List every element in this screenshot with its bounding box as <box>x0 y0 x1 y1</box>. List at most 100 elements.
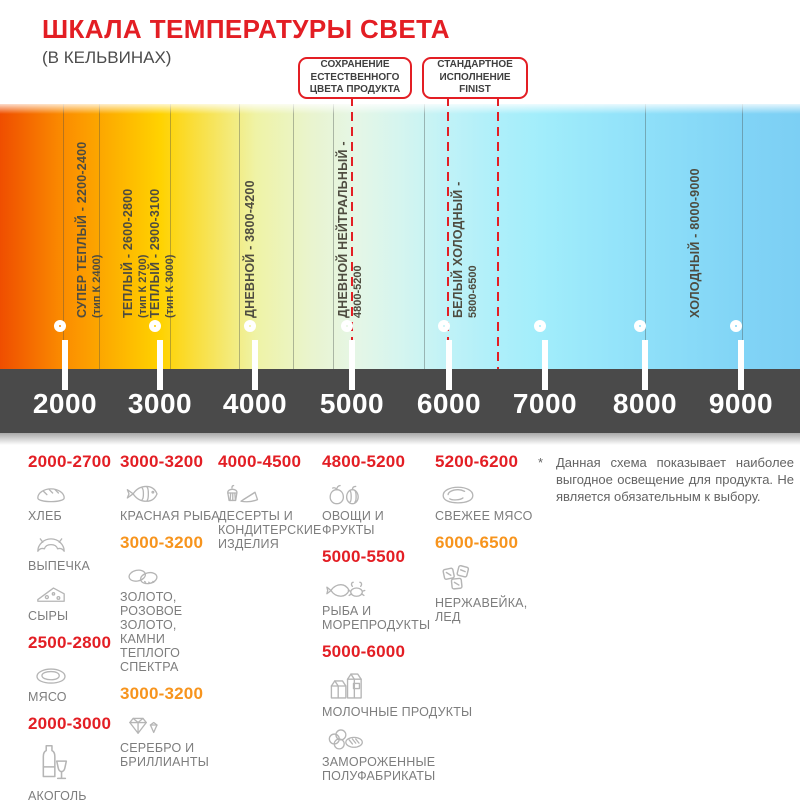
scale-marker-2000 <box>54 320 76 390</box>
zone-label-warm-2700: ТЕПЛЫЙ - 2600-2800 (тип К 2700) <box>121 188 149 318</box>
product-item: ВЫПЕЧКА <box>28 529 120 573</box>
diamonds-icon <box>129 717 158 734</box>
marker-ring <box>244 320 256 332</box>
axis-tick-9000: 9000 <box>708 388 774 419</box>
desserts-icon <box>227 484 259 503</box>
marker-ring <box>534 320 546 332</box>
zone-divider <box>742 104 743 369</box>
marker-stem <box>738 340 744 390</box>
scale-marker-7000 <box>534 320 556 390</box>
product-section: 2500-2800 МЯСО <box>28 633 120 704</box>
product-section: 5000-6000 МОЛОЧНЫЕ ПРОДУКТЫ ЗАМОРОЖЕННЫЕ… <box>322 642 472 783</box>
product-section: 3000-3200 КРАСНАЯ РЫБА <box>120 452 220 523</box>
marker-ring <box>634 320 646 332</box>
callout-natural-color: СОХРАНЕНИЕ ЕСТЕСТВЕННОГО ЦВЕТА ПРОДУКТА <box>298 57 412 99</box>
range-heading: 3000-3200 <box>120 452 204 471</box>
product-item: ХЛЕБ <box>28 479 120 523</box>
zone-divider <box>239 104 240 369</box>
range-heading: 4800-5200 <box>322 452 406 471</box>
product-section: 5000-5500 РЫБА И МОРЕПРОДУКТЫ <box>322 547 434 632</box>
axis-tick-7000: 7000 <box>512 388 578 419</box>
callout-standard-finist: СТАНДАРТНОЕ ИСПОЛНЕНИЕ FINIST <box>422 57 528 99</box>
zone-divider <box>63 104 64 369</box>
marker-stem <box>252 340 258 390</box>
zone-divider <box>645 104 646 369</box>
product-item: НЕРЖАВЕЙКА, ЛЕД <box>435 560 535 624</box>
footnote-asterisk: * <box>538 455 544 470</box>
range-heading: 5000-6000 <box>322 642 406 661</box>
product-column-5: 5200-6200 СВЕЖЕЕ МЯСО 6000-6500 НЕРЖАВЕЙ… <box>435 452 535 634</box>
range-heading: 2000-3000 <box>28 714 112 733</box>
page-subtitle: (В КЕЛЬВИНАХ) <box>42 48 172 67</box>
dashed-line-finist-right <box>497 97 499 369</box>
scale-marker-5000 <box>341 320 363 390</box>
range-heading: 5000-5500 <box>322 547 406 566</box>
axis-tick-3000: 3000 <box>127 388 193 419</box>
product-item: РЫБА И МОРЕПРОДУКТЫ <box>322 574 434 632</box>
range-heading: 2500-2800 <box>28 633 112 652</box>
product-section: 3000-3200 ЗОЛОТО, РОЗОВОЕ ЗОЛОТО, КАМНИ … <box>120 533 220 674</box>
axis-tick-4000: 4000 <box>222 388 288 419</box>
range-heading: 3000-3200 <box>120 684 204 703</box>
product-item: СВЕЖЕЕ МЯСО <box>435 479 535 523</box>
vegetables-fruits-icon <box>329 484 359 505</box>
alcohol-bottle-icon <box>42 745 68 780</box>
scale-marker-6000 <box>438 320 460 390</box>
dairy-cartons-icon <box>330 673 362 699</box>
scale-marker-3000 <box>149 320 171 390</box>
product-item: ДЕСЕРТЫ И КОНДИТЕРСКИЕ ИЗДЕЛИЯ <box>218 479 323 551</box>
bread-icon <box>37 488 65 503</box>
marker-ring <box>730 320 742 332</box>
marker-ring <box>149 320 161 332</box>
product-section: 2000-3000 АКОГОЛЬ <box>28 714 120 800</box>
zone-divider <box>333 104 334 369</box>
zone-divider <box>99 104 100 369</box>
fresh-meat-icon <box>442 486 474 504</box>
axis-tick-2000: 2000 <box>32 388 98 419</box>
axis-tick-6000: 6000 <box>416 388 482 419</box>
frozen-food-icon <box>328 729 363 750</box>
kelvin-gradient-band <box>0 104 800 369</box>
marker-stem <box>642 340 648 390</box>
product-column-4: 4800-5200 ОВОЩИ И ФРУКТЫ 5000-5500 <box>322 452 472 793</box>
product-section: 5200-6200 СВЕЖЕЕ МЯСО <box>435 452 535 523</box>
product-item: СЕРЕБРО И БРИЛЛИАНТЫ <box>120 711 220 769</box>
range-heading: 5200-6200 <box>435 452 519 471</box>
product-item: АКОГОЛЬ <box>28 741 120 800</box>
zone-label-warm-3000: ТЕПЛЫЙ - 2900-3100 (тип К 3000) <box>148 188 176 318</box>
page-title: ШКАЛА ТЕМПЕРАТУРЫ СВЕТА <box>42 14 450 44</box>
croissant-icon <box>37 538 65 552</box>
product-item: ЗАМОРОЖЕННЫЕ ПОЛУФАБРИКАТЫ <box>322 725 435 783</box>
zone-label-daylight: ДНЕВНОЙ - 3800-4200 <box>243 180 257 318</box>
marker-stem <box>349 340 355 390</box>
product-column-1: 2000-2700 ХЛЕБ ВЫПЕЧКА <box>28 452 120 800</box>
zone-divider <box>170 104 171 369</box>
footnote-text: Данная схема показывает наиболее выгодно… <box>556 455 794 504</box>
marker-ring <box>438 320 450 332</box>
product-item: ОВОЩИ И ФРУКТЫ <box>322 479 434 537</box>
axis-fade-strip <box>0 433 800 445</box>
fish-icon <box>126 485 158 502</box>
range-heading: 2000-2700 <box>28 452 112 471</box>
product-section: 4000-4500 ДЕСЕРТЫ И КОНДИТЕРСКИЕ ИЗДЕЛИЯ <box>218 452 323 551</box>
zone-label-white-cold: БЕЛЫЙ ХОЛОДНЫЙ - 5800-6500 <box>451 181 479 318</box>
product-item: МЯСО <box>28 660 120 704</box>
zone-label-cold: ХОЛОДНЫЙ - 8000-9000 <box>688 168 702 318</box>
product-section: 3000-3200 СЕРЕБРО И БРИЛЛИАНТЫ <box>120 684 220 769</box>
product-column-3: 4000-4500 ДЕСЕРТЫ И КОНДИТЕРСКИЕ ИЗДЕЛИЯ <box>218 452 323 561</box>
product-section: 6000-6500 НЕРЖАВЕЙКА, ЛЕД <box>435 533 535 624</box>
fish-seafood-icon <box>326 581 366 597</box>
marker-stem <box>62 340 68 390</box>
zone-divider <box>424 104 425 369</box>
range-heading: 4000-4500 <box>218 452 302 471</box>
footnote: * Данная схема показывает наиболее выгод… <box>538 455 794 506</box>
zone-divider <box>293 104 294 369</box>
cheese-icon <box>37 587 65 602</box>
gold-rings-icon <box>128 569 158 585</box>
scale-marker-4000 <box>244 320 266 390</box>
product-item: КРАСНАЯ РЫБА <box>120 479 220 523</box>
meat-steak-icon <box>36 668 66 684</box>
product-section: 2000-2700 ХЛЕБ ВЫПЕЧКА <box>28 452 120 623</box>
dashed-line-natural-color <box>351 97 353 369</box>
